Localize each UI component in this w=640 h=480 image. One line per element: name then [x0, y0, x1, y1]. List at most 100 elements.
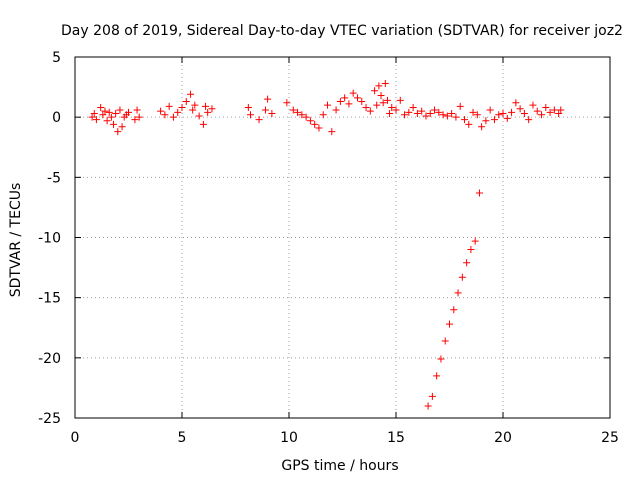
data-point [204, 108, 212, 116]
data-point [525, 116, 533, 124]
data-point [446, 320, 453, 328]
x-axis-label: GPS time / hours [281, 458, 398, 474]
x-tick-label-2: 10 [280, 430, 298, 446]
y-tick-label-6: -25 [38, 411, 61, 427]
data-point [244, 104, 252, 112]
data-point [375, 82, 383, 90]
data-point [110, 120, 118, 128]
data-point [516, 105, 524, 113]
data-point [388, 104, 396, 112]
x-tick-label-1: 5 [178, 430, 187, 446]
data-point [332, 106, 340, 114]
series-1 [424, 189, 483, 410]
data-point [463, 259, 471, 267]
data-point [208, 105, 216, 113]
data-point [105, 108, 113, 116]
data-point [386, 110, 394, 118]
data-point [187, 90, 195, 98]
data-point [465, 120, 473, 128]
data-point [503, 114, 511, 122]
data-point [99, 111, 107, 119]
data-point [499, 110, 507, 118]
data-point [555, 110, 563, 118]
y-tick-label-5: -20 [38, 351, 61, 367]
data-point [268, 110, 276, 118]
data-point [349, 89, 357, 97]
data-point [456, 102, 464, 110]
data-point [428, 392, 436, 400]
data-point [131, 116, 139, 124]
data-point [92, 116, 100, 124]
data-point [324, 101, 332, 109]
data-point [439, 111, 447, 119]
data-point [475, 189, 483, 197]
data-point [546, 108, 554, 116]
data-point [90, 110, 98, 118]
data-point [107, 113, 115, 121]
data-point [182, 98, 190, 106]
data-point [490, 116, 498, 124]
data-point [328, 128, 336, 136]
data-point [458, 273, 466, 281]
data-point [178, 104, 186, 112]
data-point [473, 111, 481, 119]
data-point [116, 106, 124, 114]
data-point [424, 402, 432, 410]
data-points [88, 79, 565, 410]
data-point [467, 246, 475, 254]
data-point [396, 96, 404, 104]
y-tick-label-3: -10 [38, 231, 61, 247]
data-point [433, 372, 441, 380]
y-tick-label-2: -5 [47, 170, 61, 186]
y-axis-label: SDTVAR / TECUs [8, 183, 24, 298]
data-point [255, 116, 263, 124]
data-point [379, 99, 387, 107]
data-point [392, 106, 400, 114]
data-point [118, 123, 126, 131]
data-point [336, 98, 344, 106]
data-point [460, 116, 468, 124]
data-point [195, 112, 203, 120]
data-point [529, 101, 537, 109]
data-point [341, 94, 349, 102]
data-point [550, 106, 558, 114]
data-point [202, 102, 210, 110]
y-tick-label-0: 5 [52, 50, 61, 66]
data-point [383, 96, 391, 104]
data-point [165, 102, 173, 110]
data-point [125, 108, 132, 116]
data-point [401, 111, 409, 119]
data-point [174, 108, 182, 116]
data-point [454, 289, 462, 297]
data-point [435, 108, 443, 116]
data-point [319, 111, 327, 119]
tick-layer: 0 5 10 15 20 25 5 0 -5 -10 -15 -20 -25 [38, 50, 619, 446]
data-point [294, 108, 302, 116]
data-point [264, 95, 272, 103]
data-point [450, 306, 458, 314]
data-point [353, 94, 361, 102]
x-tick-label-5: 25 [601, 430, 619, 446]
plot-frame [74, 56, 611, 419]
data-point [512, 99, 520, 107]
y-tick-label-1: 0 [52, 110, 61, 126]
data-point [199, 120, 207, 128]
data-point [189, 106, 197, 114]
data-point [478, 123, 486, 131]
chart-title: Day 208 of 2019, Sidereal Day-to-day VTE… [61, 23, 623, 39]
data-point [362, 104, 370, 112]
x-tick-label-4: 20 [494, 430, 512, 446]
data-point [298, 111, 306, 119]
data-point [381, 79, 389, 87]
data-point [246, 111, 254, 119]
data-point [283, 99, 291, 107]
y-tick-label-4: -15 [38, 291, 61, 307]
data-point [452, 113, 460, 121]
data-point [542, 104, 550, 112]
data-point [377, 92, 385, 100]
data-point [112, 110, 120, 118]
data-point [405, 108, 413, 116]
data-point [97, 104, 105, 112]
x-tick-label-0: 0 [71, 430, 80, 446]
data-point [520, 110, 528, 118]
